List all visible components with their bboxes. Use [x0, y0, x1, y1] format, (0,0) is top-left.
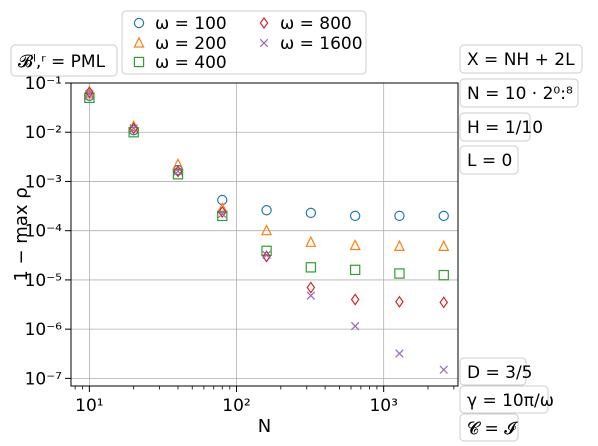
- data-point-square: [217, 210, 228, 222]
- tick-labels: 10¹ 10² 10³ 10⁻⁷ 10⁻⁶ 10⁻⁵ 10⁻⁴ 10⁻³ 10⁻² 10⁻¹: [25, 74, 398, 416]
- x-tick-label: 10³: [369, 396, 397, 416]
- annotation-parameters: X = NH + 2L N = 10 · 2⁰:⁸ H = 1/10 L = 0 D =…: [459, 44, 583, 442]
- data-point-square: [305, 262, 317, 273]
- data-point-diamond: [395, 295, 404, 308]
- data-point-x: [129, 124, 138, 133]
- annotation-boundary: 𝓑ˡ,ʳ = PML: [10, 44, 118, 77]
- y-axis-label: 1 − max ρ: [11, 187, 32, 281]
- y-tick-label: 10⁻⁴: [25, 222, 63, 242]
- data-point-triangle: [305, 235, 317, 247]
- annotation-box: [10, 44, 118, 77]
- data-point-diamond: [262, 250, 271, 263]
- y-tick-label: 10⁻⁶: [25, 320, 63, 340]
- legend-marker-x: [259, 38, 269, 48]
- annotation-text: γ = 10π/ω: [467, 391, 554, 411]
- legend-marker-triangle: [133, 36, 145, 48]
- plot-area: [70, 82, 459, 387]
- data-point-triangle: [216, 202, 228, 214]
- data-point-triangle: [260, 224, 273, 236]
- data-point-circle: [349, 210, 361, 222]
- data-point-diamond: [85, 86, 94, 99]
- x-axis-label: N: [258, 416, 271, 437]
- annotation-box: [459, 357, 527, 386]
- annotation-text: L = 0: [467, 151, 512, 171]
- y-tick-label: 10⁻⁵: [25, 271, 62, 291]
- data-point-diamond: [350, 293, 360, 306]
- legend-marker-square: [133, 56, 145, 68]
- data-point-x: [218, 209, 227, 219]
- x-tick-label: 10²: [222, 396, 250, 416]
- legend-label: ω = 800: [280, 14, 352, 34]
- data-point-x: [350, 321, 360, 331]
- data-point-square: [349, 264, 361, 276]
- annotation-box: [459, 78, 579, 108]
- y-tick-label: 10⁻¹: [25, 74, 62, 94]
- annotation-box: [459, 145, 519, 175]
- annotation-box: [459, 112, 531, 142]
- data-point-x: [173, 167, 183, 176]
- annotation-box: [459, 385, 549, 414]
- data-point-circle: [394, 210, 405, 222]
- annotation-box: [459, 413, 519, 442]
- x-tick-label: 10¹: [75, 396, 103, 416]
- data-point-square: [172, 169, 184, 180]
- data-point-triangle: [172, 158, 184, 170]
- annotation-text: N = 10 · 2⁰:⁸: [467, 84, 573, 104]
- data-point-square: [438, 269, 449, 281]
- y-tick-label: 10⁻⁷: [25, 369, 63, 389]
- annotation-text: 𝓒 = 𝓘: [467, 419, 518, 439]
- legend-label: ω = 200: [155, 34, 227, 54]
- annotation-box: [459, 44, 583, 74]
- data-point-x: [439, 365, 448, 374]
- legend-label: ω = 100: [155, 14, 227, 34]
- data-point-diamond: [217, 205, 227, 219]
- data-point-x: [85, 89, 94, 99]
- data-point-diamond: [306, 281, 316, 294]
- data-point-circle: [261, 205, 272, 216]
- annotation-text: D = 3/5: [467, 363, 533, 383]
- data-point-circle: [438, 210, 449, 222]
- data-point-circle: [305, 207, 317, 219]
- annotation-text: H = 1/10: [467, 118, 543, 138]
- axis-ticks: [65, 82, 455, 392]
- data-point-square: [394, 268, 405, 279]
- legend-marker-diamond: [259, 16, 269, 30]
- data-point-triangle: [349, 238, 361, 251]
- legend-label: ω = 400: [155, 53, 227, 73]
- data-point-x: [306, 291, 316, 300]
- annotation-text: X = NH + 2L: [467, 50, 575, 70]
- data-point-x: [262, 250, 271, 260]
- annotation-text: 𝓑ˡ,ʳ = PML: [18, 52, 106, 72]
- y-tick-label: 10⁻³: [25, 172, 62, 192]
- data-point-triangle: [438, 239, 450, 251]
- legend-box: [121, 10, 367, 75]
- legend-label: ω = 1600: [280, 34, 363, 54]
- y-tick-label: 10⁻²: [25, 123, 62, 143]
- data-point-triangle: [393, 239, 406, 251]
- legend-marker-circle: [133, 17, 145, 29]
- data-point-x: [395, 349, 404, 358]
- data-points: [83, 86, 450, 374]
- data-point-diamond: [439, 296, 449, 309]
